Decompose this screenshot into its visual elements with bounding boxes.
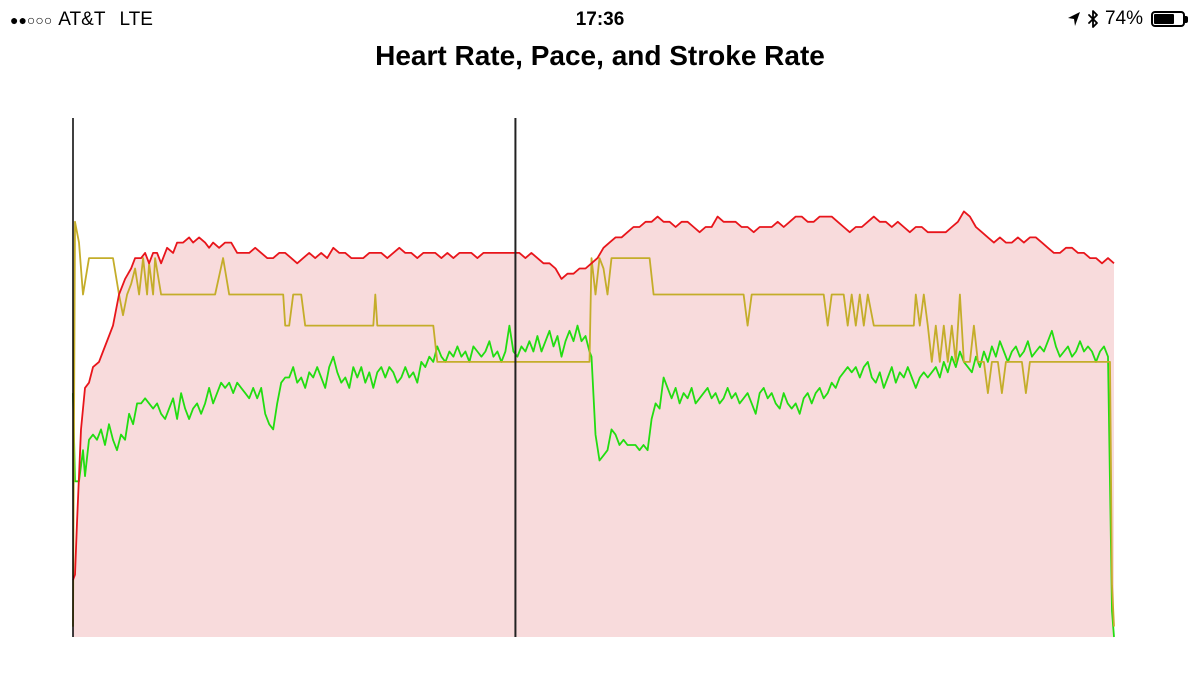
heart-rate-area [73,211,1114,637]
heart-rate-line [72,210,1115,581]
bluetooth-icon [1088,10,1098,28]
stroke-rate-line [72,324,1115,638]
pace-line [72,220,1115,627]
location-arrow-icon [1067,12,1080,26]
chart-title: Heart Rate, Pace, and Stroke Rate [375,40,825,71]
battery-percent: 74% [1104,8,1143,29]
status-right: 74% [1067,8,1188,30]
status-left: ●●○○○ AT&T LTE [10,9,153,31]
battery-icon [1149,11,1188,27]
network-type: LTE [119,9,153,30]
carrier-name: AT&T [58,9,106,30]
battery-tip [1185,15,1188,23]
battery-fill [1154,14,1175,24]
battery-body [1151,11,1185,27]
status-time: 17:36 [575,9,625,30]
signal-strength-icon: ●●○○○ [10,12,53,28]
status-bar: ●●○○○ AT&T LTE 17:36 74% [0,0,1200,40]
